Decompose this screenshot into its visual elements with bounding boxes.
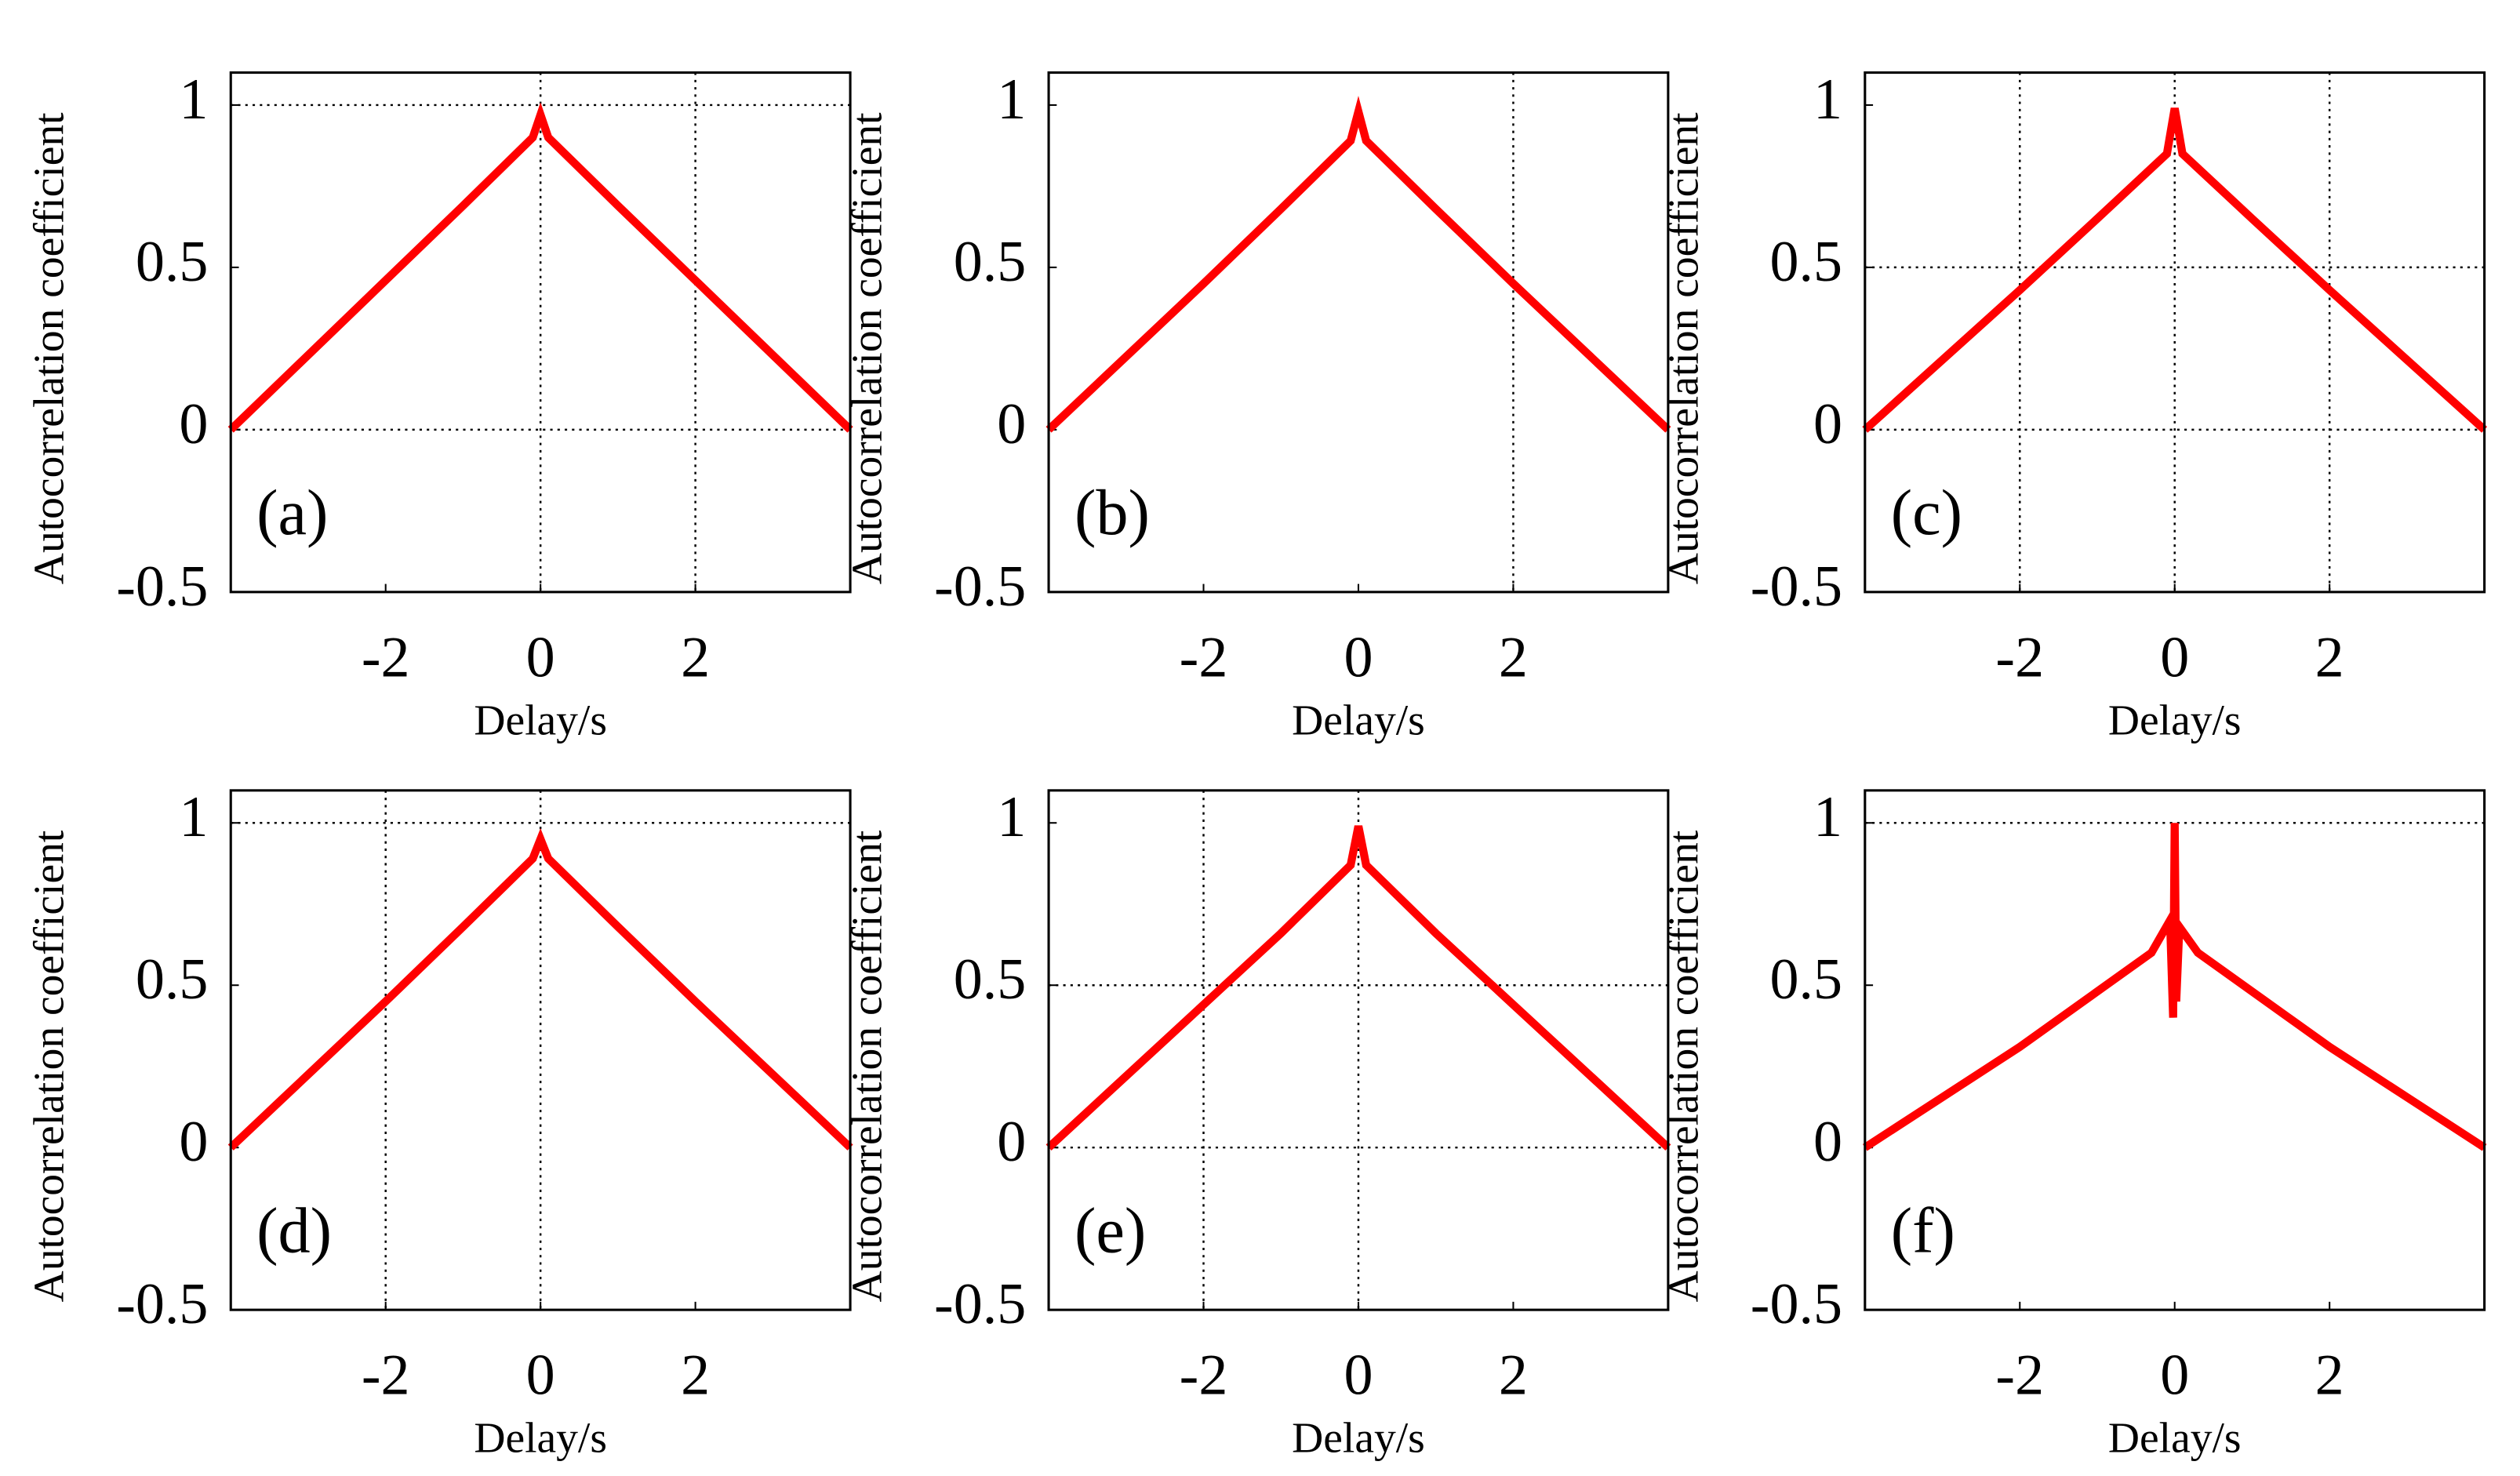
- line-series: [227, 102, 853, 433]
- y-tick-label: -0.5: [934, 1272, 1026, 1336]
- y-tick-label: 0.5: [136, 947, 209, 1012]
- panel-label: (e): [1075, 1194, 1146, 1266]
- plot-frame: [1864, 789, 2486, 1311]
- x-tick-label: 2: [2315, 1343, 2344, 1408]
- panel-label: (f): [1891, 1194, 1955, 1266]
- panel-label: (a): [256, 477, 328, 548]
- y-tick-label: 1: [1813, 67, 1842, 132]
- y-tick-label: 0.5: [136, 230, 209, 294]
- y-axis-label: Autocorrelation coefficient: [1660, 830, 1707, 1302]
- y-axis-label: Autocorrelation coefficient: [844, 830, 892, 1302]
- y-tick-label: 0: [179, 392, 208, 456]
- x-tick-label: -2: [362, 1343, 410, 1408]
- line-series: [1863, 823, 2487, 1151]
- y-tick-label: 0: [179, 1110, 208, 1174]
- y-tick-label: 1: [997, 67, 1026, 132]
- x-tick-label: 0: [526, 1343, 555, 1408]
- plot-frame: [1047, 71, 1670, 594]
- x-tick-label: -2: [362, 625, 410, 689]
- x-tick-label: 2: [1499, 625, 1528, 689]
- y-axis-label: Autocorrelation coefficient: [26, 830, 74, 1302]
- x-tick-label: -2: [1995, 625, 2044, 689]
- y-tick-label: -0.5: [1751, 1272, 1842, 1336]
- x-tick-label: 2: [1499, 1343, 1528, 1408]
- plot-frame: [1864, 71, 2486, 594]
- x-tick-label: 0: [2160, 625, 2189, 689]
- x-tick-label: 2: [2315, 625, 2344, 689]
- x-tick-label: 2: [681, 625, 710, 689]
- x-axis-label: Delay/s: [474, 696, 607, 744]
- line-series: [227, 828, 853, 1151]
- x-tick-label: -2: [1180, 625, 1228, 689]
- panel-label: (c): [1891, 477, 1962, 548]
- panel-label: (d): [256, 1194, 332, 1266]
- panel-label: (b): [1075, 477, 1150, 548]
- x-tick-label: 0: [1344, 625, 1373, 689]
- x-axis-label: Delay/s: [2108, 1415, 2242, 1463]
- x-axis-label: Delay/s: [474, 1415, 607, 1463]
- y-tick-label: -0.5: [934, 554, 1026, 619]
- y-tick-label: 0: [1813, 1110, 1842, 1174]
- y-tick-label: 0.5: [954, 947, 1027, 1012]
- y-tick-label: -0.5: [116, 554, 208, 619]
- x-axis-label: Delay/s: [1292, 1415, 1425, 1463]
- y-tick-label: 0: [997, 392, 1026, 456]
- y-tick-label: 1: [1813, 785, 1842, 849]
- x-tick-label: -2: [1995, 1343, 2044, 1408]
- x-tick-label: 0: [2160, 1343, 2189, 1408]
- y-tick-label: 0: [1813, 392, 1842, 456]
- y-tick-label: -0.5: [116, 1272, 208, 1336]
- y-axis-label: Autocorrelation coefficient: [26, 112, 74, 584]
- y-tick-label: 0: [997, 1110, 1026, 1174]
- y-tick-label: -0.5: [1751, 554, 1842, 619]
- line-series: [1045, 96, 1671, 433]
- x-tick-label: 0: [1344, 1343, 1373, 1408]
- plot-frame: [1047, 789, 1670, 1311]
- y-tick-label: 0.5: [1769, 230, 1842, 294]
- y-axis-label: Autocorrelation coefficient: [1660, 112, 1707, 584]
- x-tick-label: 0: [526, 625, 555, 689]
- x-tick-label: 2: [681, 1343, 710, 1408]
- x-tick-label: -2: [1180, 1343, 1228, 1408]
- y-tick-label: 1: [179, 67, 208, 132]
- y-tick-label: 0.5: [1769, 947, 1842, 1012]
- plot-frame: [229, 71, 852, 594]
- y-axis-label: Autocorrelation coefficient: [844, 112, 892, 584]
- y-tick-label: 0.5: [954, 230, 1027, 294]
- plot-frame: [229, 789, 852, 1311]
- x-axis-label: Delay/s: [1292, 696, 1425, 744]
- y-tick-label: 1: [179, 785, 208, 849]
- line-series: [1862, 107, 2488, 433]
- y-tick-label: 1: [997, 785, 1026, 849]
- x-axis-label: Delay/s: [2108, 696, 2242, 744]
- line-series: [1045, 825, 1671, 1151]
